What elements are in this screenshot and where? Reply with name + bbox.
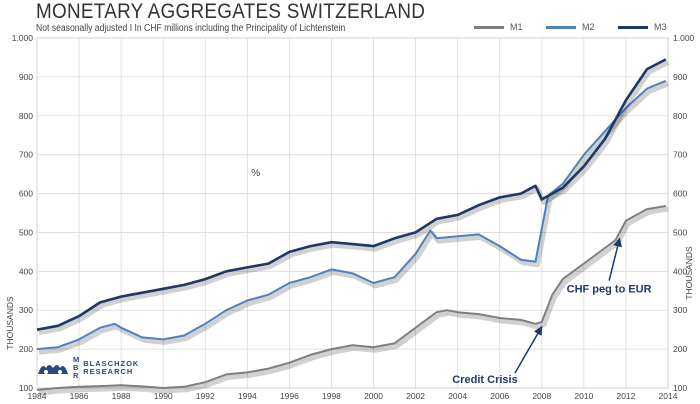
percent-label: %	[251, 168, 260, 179]
y-tick-label-left: 200	[19, 344, 33, 354]
y-tick-label-left: 900	[19, 72, 33, 82]
y-tick-label-right: 400	[673, 266, 687, 276]
legend-swatch-m1	[474, 25, 504, 29]
annotation-label: CHF peg to EUR	[567, 284, 652, 296]
y-tick-label-right: 300	[673, 305, 687, 315]
legend-item-m2: M2	[546, 22, 618, 32]
y-tick-label-right: 500	[673, 227, 687, 237]
logo-mark-icon	[38, 365, 68, 374]
x-tick-label: 2008	[532, 391, 551, 401]
y-tick-label-left: 500	[19, 227, 33, 237]
y-tick-label-right: 100	[673, 383, 687, 393]
y-tick-label-left: 1.000	[12, 33, 34, 43]
legend-item-m3: M3	[618, 22, 690, 32]
y-tick-label-right: 900	[673, 72, 687, 82]
x-tick-label: 2002	[406, 391, 425, 401]
x-tick-label: 2012	[616, 391, 635, 401]
series-line-m1	[36, 205, 667, 391]
chart-title: MONETARY AGGREGATES SWITZERLAND	[36, 0, 426, 23]
annotation-arrow	[514, 325, 543, 374]
legend: M1 M2 M3	[474, 22, 690, 32]
x-tick-label: 2014	[659, 391, 678, 401]
y-tick-label-right: 700	[673, 150, 687, 160]
series-line-m2	[36, 79, 667, 351]
legend-label-m1: M1	[510, 22, 523, 32]
series-shadow-m2	[38, 81, 669, 355]
logo-letter-m: M	[73, 355, 80, 364]
logo-line-1: BLASCHZOK	[83, 359, 140, 368]
y-tick-label-left: 600	[19, 189, 33, 199]
x-tick-label: 1988	[112, 391, 131, 401]
y-tick-label-left: 700	[19, 150, 33, 160]
logo-letter-r: R	[73, 371, 79, 380]
y-tick-label-left: 300	[19, 305, 33, 315]
y-tick-label-right: 600	[673, 189, 687, 199]
logo: M B R BLASCHZOK RESEARCH	[36, 356, 139, 380]
x-tick-label: 1998	[322, 391, 341, 401]
logo-letter-b: B	[73, 363, 79, 372]
y-tick-label-left: 800	[19, 111, 33, 121]
legend-swatch-m2	[546, 25, 576, 29]
annotation-arrow	[608, 237, 623, 281]
chart-subtitle: Not seasonally adjusted I In CHF million…	[36, 23, 346, 34]
series-line-m3	[36, 58, 667, 331]
legend-item-m1: M1	[474, 22, 546, 32]
logo-line-2: RESEARCH	[83, 367, 134, 376]
y-tick-label-right: 200	[673, 344, 687, 354]
y-tick-label-right: 800	[673, 111, 687, 121]
x-tick-label: 2010	[574, 391, 593, 401]
x-tick-label: 2000	[364, 391, 383, 401]
x-tick-label: 2004	[448, 391, 467, 401]
annotation-label: Credit Crisis	[452, 374, 517, 386]
y-axis-label-left: THOUSANDS	[5, 296, 15, 350]
series-shadow-m1	[38, 206, 669, 396]
x-tick-label: 1996	[280, 391, 299, 401]
legend-swatch-m3	[618, 25, 648, 29]
legend-label-m3: M3	[654, 22, 667, 32]
x-tick-label: 1984	[28, 391, 47, 401]
legend-label-m2: M2	[582, 22, 595, 32]
y-axis-label-right: THOUSANDS	[684, 246, 694, 300]
y-tick-label-right: 1.000	[673, 33, 695, 43]
x-tick-label: 2006	[490, 391, 509, 401]
y-tick-label-left: 100	[19, 383, 33, 393]
x-tick-label: 1994	[238, 391, 257, 401]
x-tick-label: 1986	[70, 391, 89, 401]
x-tick-label: 1992	[196, 391, 215, 401]
series-shadow-m3	[38, 60, 670, 336]
x-tick-label: 1990	[154, 391, 173, 401]
y-tick-label-left: 400	[19, 266, 33, 276]
